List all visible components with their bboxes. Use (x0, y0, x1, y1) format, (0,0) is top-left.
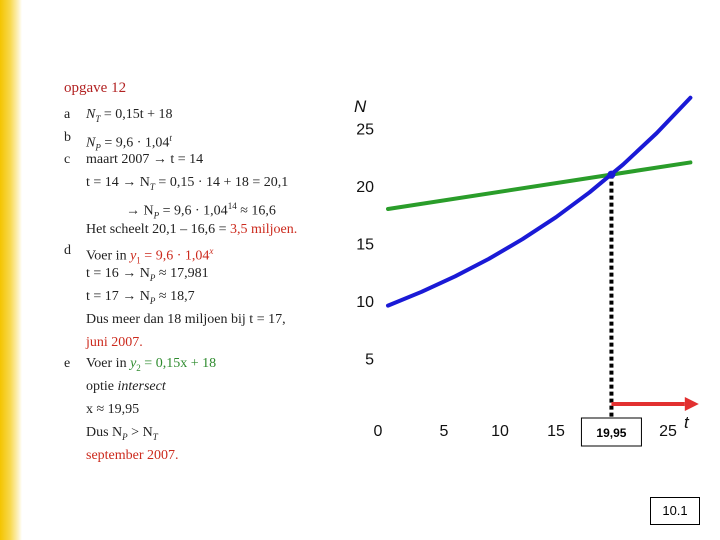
y-tick-label: 25 (356, 122, 374, 139)
answer-e-line1: Voer in y2 = 0,15x + 18 (86, 354, 216, 378)
y-axis-label: N (354, 97, 367, 116)
answer-c-line1: maart 2007 → t = 14 (86, 152, 204, 167)
answer-a: NT = 0,15t + 18 (86, 105, 173, 129)
arrow-head (684, 397, 699, 411)
answer-c-line4-b: 3,5 miljoen. (229, 222, 298, 237)
answer-d-line4: Dus meer dan 18 miljoen bij t = 17, (86, 312, 286, 327)
answer-c-line2-sub: T (149, 181, 155, 192)
answer-d-line2: t = 16 → NP ≈ 17,981 (86, 264, 209, 288)
answer-d-line3-b: ≈ 18,7 (155, 289, 195, 304)
answer-c-line4: Het scheelt 20,1 – 16,6 = 3,5 miljoen. (86, 220, 297, 240)
answer-e-line1-a: Voer in (86, 356, 131, 371)
y-tick-label: 5 (365, 352, 374, 369)
label-e: e (64, 356, 71, 371)
series-green-line (386, 160, 693, 211)
answer-d-line3-sub: P (149, 295, 156, 306)
answer-e-line2-a: optie (86, 379, 118, 394)
answer-c-line3-b: = 9,6 · 1,04 (159, 203, 228, 219)
answer-c-line2: t = 14 → NT = 0,15 · 14 + 18 = 20,1 (86, 173, 288, 197)
answer-c-line3-sub: P (153, 210, 160, 221)
x-tick-label: 15 (547, 423, 565, 440)
answer-b-rhs: = 9,6 · 1,04 (100, 135, 170, 151)
answer-c-line4-a: Het scheelt 20,1 – 16,6 = (86, 222, 230, 237)
x-tick-label: 0 (374, 423, 383, 440)
answer-b-lhs-sub: P (95, 142, 101, 153)
answer-e-line4-b: > N (127, 425, 153, 440)
answer-a-lhs: N (86, 107, 96, 122)
answer-e-line4-a: Dus N (86, 425, 123, 440)
label-b: b (64, 130, 71, 145)
answer-d-line2-sub: P (149, 272, 156, 283)
answer-d-line1-sup: x (209, 246, 214, 256)
answer-d-line1-b: y (130, 248, 137, 264)
series-blue-curve (386, 95, 693, 308)
answer-e-line1-c: = 0,15x + 18 (140, 356, 217, 371)
answer-d-line5: juni 2007. (86, 335, 143, 350)
x-tick-label: 10 (491, 423, 509, 440)
answer-c-line3-c: ≈ 16,6 (236, 203, 276, 219)
graph-layer: 19,95 5 10 15 20 25 0 5 10 15 25 Nt (354, 95, 699, 447)
answer-d-line2-a: t = 16 → N (86, 266, 150, 281)
sidebar-gradient (0, 0, 22, 540)
answer-e-line4: Dus NP > NT (86, 423, 158, 447)
answer-e-line4-sub1: P (122, 431, 128, 442)
answer-c-line3-a: → N (126, 203, 154, 219)
answer-e-line2: optie intersect (86, 377, 166, 397)
label-d: d (64, 243, 71, 258)
answer-c-line2-b: = 0,15 · 14 + 18 = 20,1 (154, 175, 289, 190)
intersection-value: 19,95 (596, 426, 626, 440)
answer-e-line1-b: y (130, 356, 137, 371)
y-tick-label: 20 (356, 179, 374, 196)
y-tick-label: 15 (356, 237, 374, 254)
x-tick-label: 25 (659, 423, 677, 440)
answer-e-line4-sub2: T (152, 431, 158, 442)
answer-c-line3: → NP = 9,6 · 1,0414 ≈ 16,6 (126, 196, 276, 225)
answer-a-lhs-sub: T (95, 113, 101, 124)
answer-c-line3-sup: 14 (227, 201, 237, 211)
y-tick-label: 10 (356, 294, 374, 311)
section-badge: 10.1 (650, 497, 700, 525)
answer-b: NP = 9,6 · 1,04t (86, 128, 172, 157)
answer-d-line3: t = 17 → NP ≈ 18,7 (86, 287, 195, 311)
answer-d-line2-b: ≈ 17,981 (155, 266, 209, 281)
answer-d-line1-c: = 9,6 · 1,04 (140, 248, 210, 264)
answer-e-line5: september 2007. (86, 448, 179, 463)
label-a: a (64, 107, 71, 122)
answer-b-rhs-sup: t (169, 133, 172, 143)
answer-d-line1: Voer in y1 = 9,6 · 1,04x (86, 241, 213, 270)
intersection-value-box (580, 417, 642, 447)
x-axis-label: t (684, 413, 690, 432)
label-c: c (64, 152, 71, 167)
answer-c-line2-a: t = 14 → N (86, 175, 150, 190)
answer-d-line1-sub: 1 (136, 255, 141, 266)
answer-a-rhs: = 0,15t + 18 (100, 107, 173, 122)
answer-d-line3-a: t = 17 → N (86, 289, 150, 304)
answer-e-line2-b: intersect (117, 379, 166, 394)
intersection-point (607, 170, 616, 179)
answer-d-line1-a: Voer in (86, 248, 131, 264)
answer-b-lhs: N (86, 135, 96, 151)
x-tick-label: 5 (440, 423, 449, 440)
exercise-title: opgave 12 (64, 80, 127, 96)
answer-e-line1-sub: 2 (136, 362, 141, 373)
answer-e-line3: x ≈ 19,95 (86, 402, 140, 417)
